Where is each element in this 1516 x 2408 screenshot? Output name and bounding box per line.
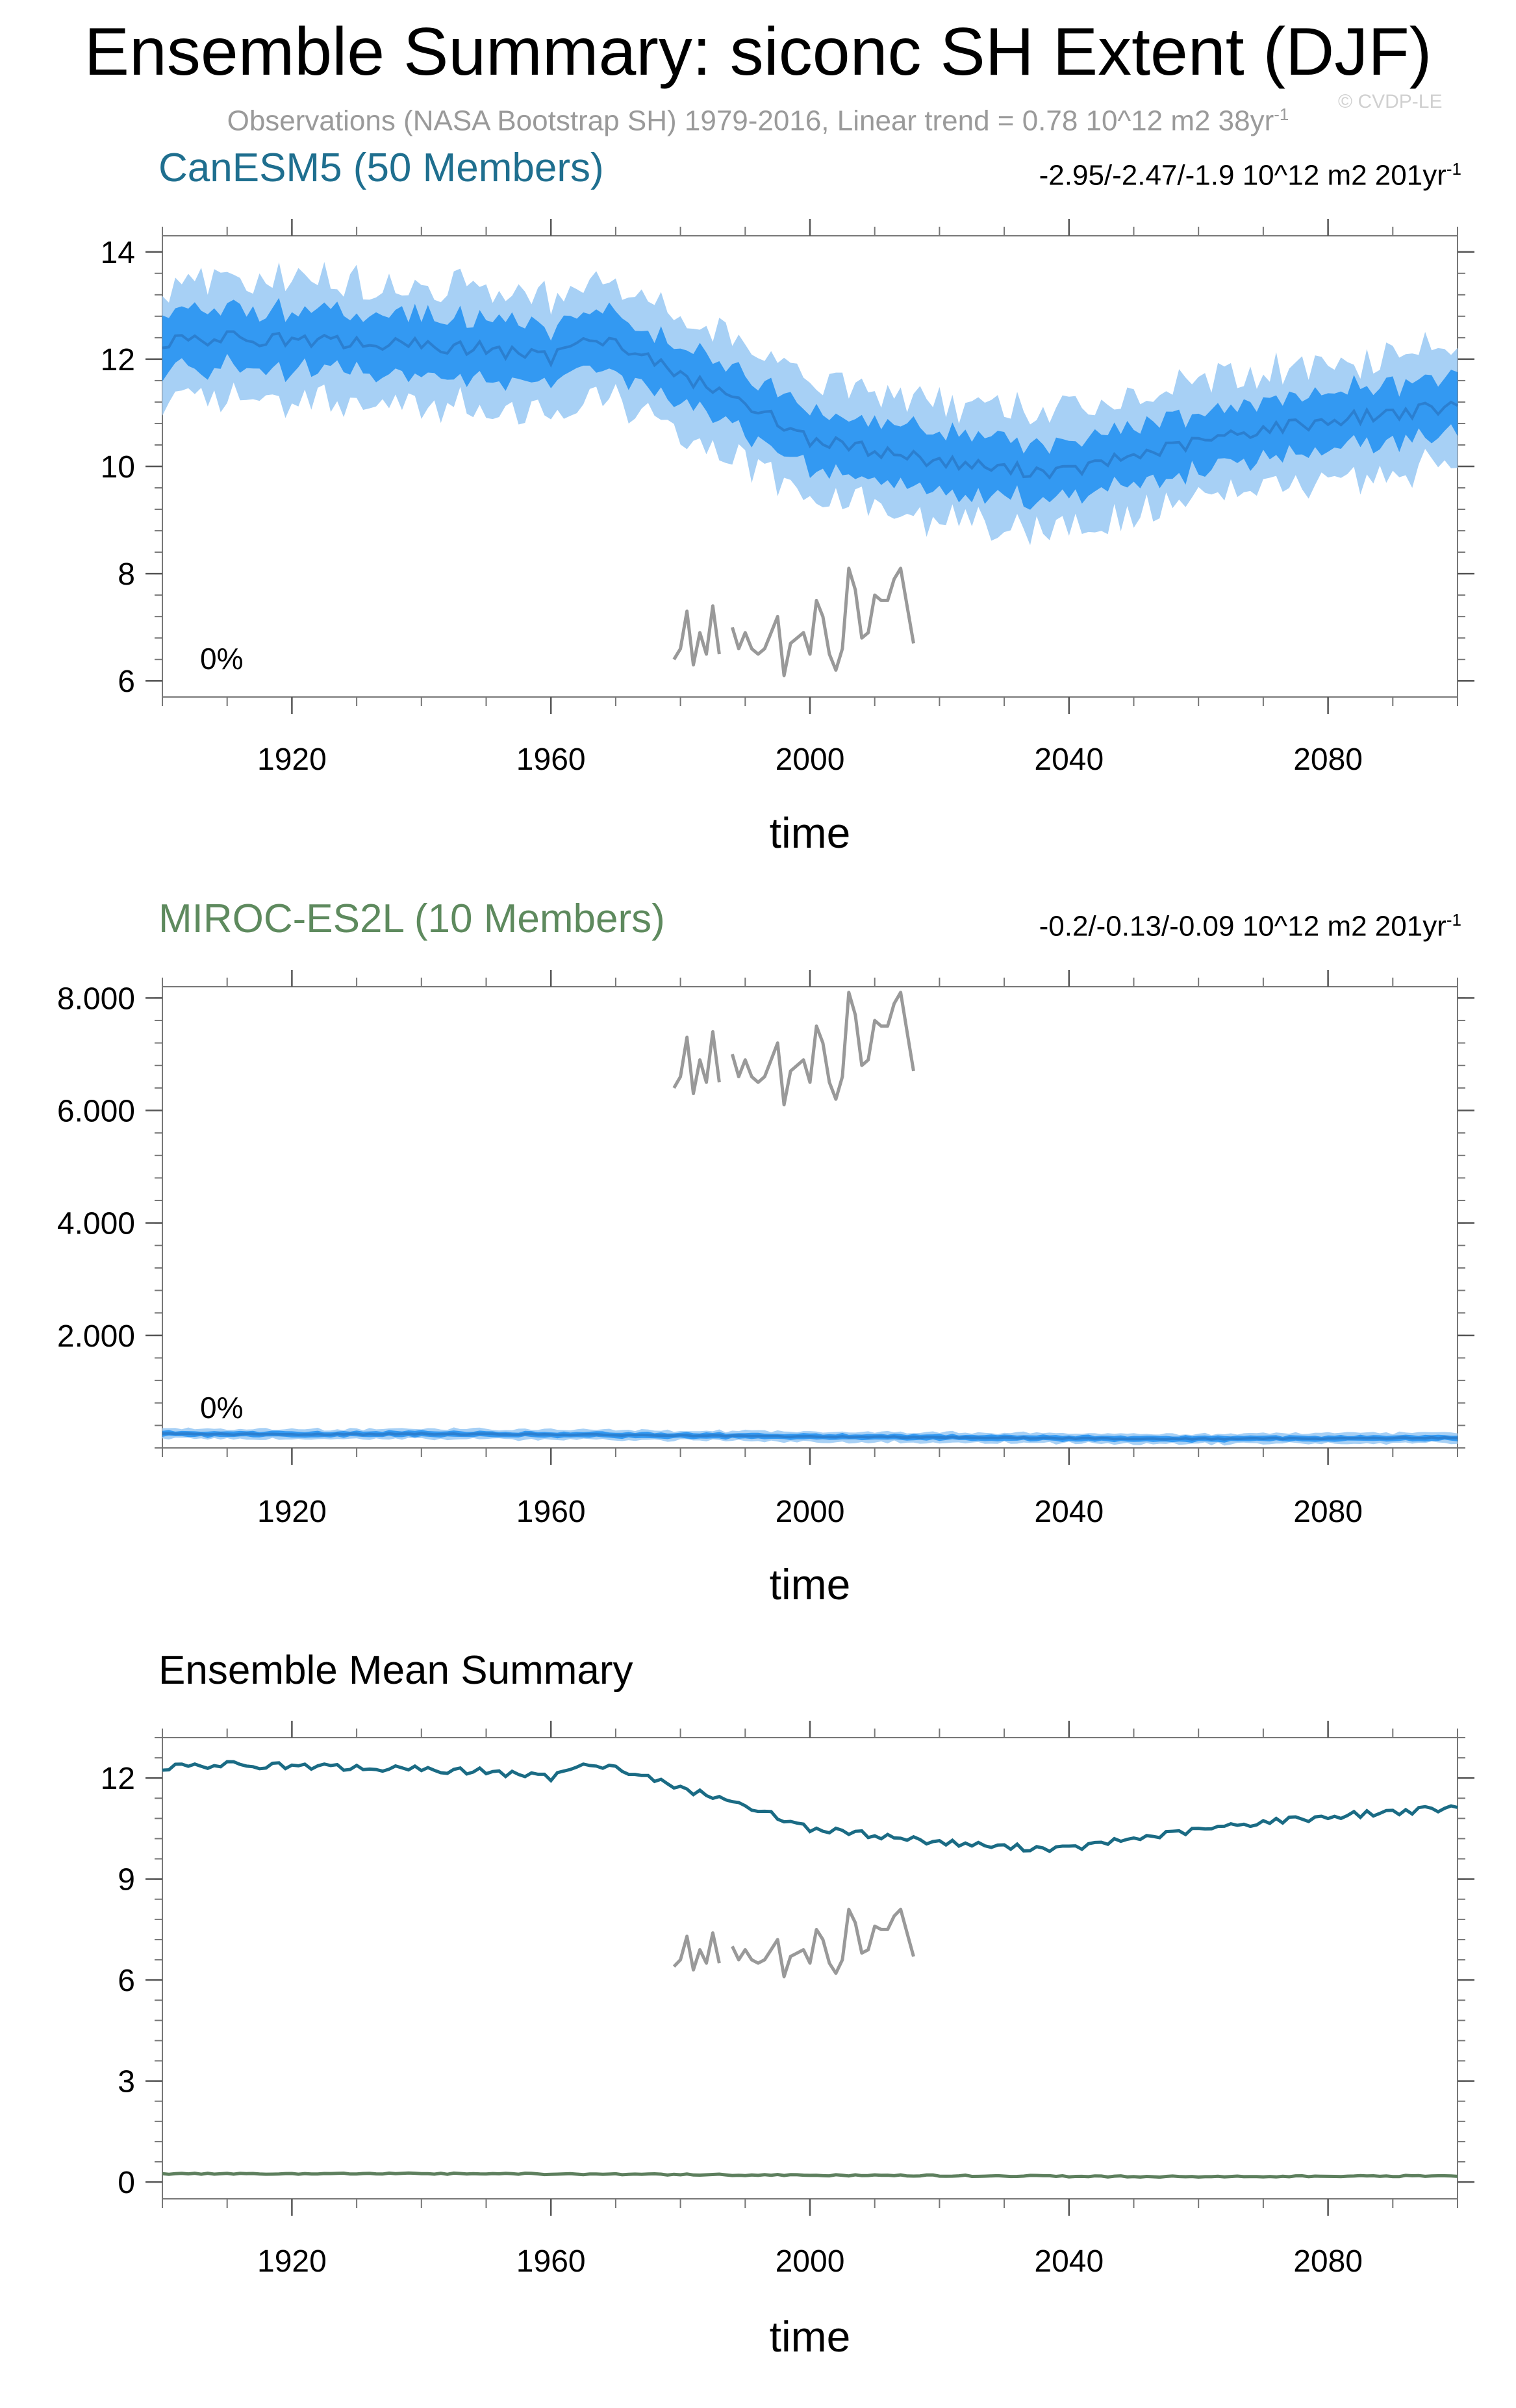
x-tick-label: 2000 bbox=[776, 2244, 845, 2279]
panel-miroc-es2l: 1920 1960 2000 2040 2080 2.000 4.000 6.000 8.000… bbox=[57, 970, 1474, 1608]
y-tick-label: 12 bbox=[101, 343, 135, 377]
ensemble-mean-line bbox=[162, 330, 1458, 480]
y-tick-label: 6 bbox=[118, 1964, 135, 1998]
y-tick-label: 12 bbox=[101, 1762, 135, 1796]
main-title: Ensemble Summary: siconc SH Extent (DJF) bbox=[84, 14, 1432, 90]
y-tick-label: 6 bbox=[118, 665, 135, 699]
y-tick-label: 10 bbox=[101, 450, 135, 485]
y-tick-label: 6.000 bbox=[57, 1094, 135, 1128]
panel-1-title: CanESM5 (50 Members) bbox=[158, 146, 604, 190]
subtitle-text: Observations (NASA Bootstrap SH) 1979-20… bbox=[227, 105, 1274, 137]
panel-2-trend-text: -0.2/-0.13/-0.09 10^12 m2 201yr bbox=[1039, 910, 1447, 943]
panel-2-title: MIROC-ES2L (10 Members) bbox=[158, 896, 665, 941]
y-tick-label: 4.000 bbox=[57, 1207, 135, 1241]
panel-1-trend-text: -2.95/-2.47/-1.9 10^12 m2 201yr bbox=[1039, 159, 1447, 192]
panel-1-trend-sup: -1 bbox=[1446, 159, 1461, 179]
panel-2-trend-sup: -1 bbox=[1446, 910, 1461, 930]
miroc-es2l-mean-line bbox=[162, 2171, 1458, 2179]
x-axis-title: time bbox=[770, 809, 851, 857]
subtitle-superscript: -1 bbox=[1274, 105, 1289, 124]
subtitle: Observations (NASA Bootstrap SH) 1979-20… bbox=[0, 96, 1516, 140]
panel-ensemble-mean-summary: 1920 1960 2000 2040 2080 0 3 6 9 12 time bbox=[101, 1721, 1474, 2361]
observations-line bbox=[672, 1907, 915, 1979]
x-tick-label: 1920 bbox=[257, 742, 327, 777]
canesm5-mean-line bbox=[162, 1760, 1458, 1854]
percent-label: 0% bbox=[200, 642, 243, 676]
x-tick-label: 2000 bbox=[776, 1495, 845, 1529]
x-tick-label: 1920 bbox=[257, 2244, 327, 2279]
y-tick-label: 0 bbox=[118, 2166, 135, 2200]
x-tick-label: 2040 bbox=[1034, 742, 1104, 777]
x-tick-label: 2040 bbox=[1034, 2244, 1104, 2279]
percent-label: 0% bbox=[200, 1391, 243, 1425]
y-tick-label: 8 bbox=[118, 557, 135, 592]
panel-2-trend: -0.2/-0.13/-0.09 10^12 m2 201yr-1 bbox=[1039, 902, 1461, 945]
x-tick-label: 2080 bbox=[1293, 742, 1363, 777]
y-tick-label: 2.000 bbox=[57, 1319, 135, 1354]
x-tick-label: 2040 bbox=[1034, 1495, 1104, 1529]
plot-frame-ensemble-mean-summary bbox=[162, 1737, 1458, 2199]
x-tick-label: 1960 bbox=[516, 1495, 586, 1529]
ensemble-mean-line bbox=[162, 1432, 1458, 1441]
x-axis-title: time bbox=[770, 1560, 851, 1608]
x-tick-label: 1920 bbox=[257, 1495, 327, 1529]
watermark: © CVDP-LE bbox=[1338, 91, 1443, 112]
panel-3-title: Ensemble Mean Summary bbox=[158, 1648, 633, 1693]
plot-frame-miroc-es2l bbox=[162, 986, 1458, 1449]
x-axis-title: time bbox=[770, 2313, 851, 2361]
x-tick-label: 2000 bbox=[776, 742, 845, 777]
x-tick-label: 2080 bbox=[1293, 1495, 1363, 1529]
x-tick-label: 1960 bbox=[516, 2244, 586, 2279]
x-tick-label: 2080 bbox=[1293, 2244, 1363, 2279]
y-tick-label: 14 bbox=[101, 236, 135, 270]
panel-canesm5: 1920 1960 2000 2040 2080 6 8 10 12 14 time 0% bbox=[101, 219, 1474, 857]
observations-line bbox=[672, 566, 915, 678]
observations-line bbox=[672, 991, 915, 1107]
y-tick-label: 9 bbox=[118, 1863, 135, 1897]
x-tick-label: 1960 bbox=[516, 742, 586, 777]
panel-1-trend: -2.95/-2.47/-1.9 10^12 m2 201yr-1 bbox=[1039, 151, 1461, 194]
y-tick-label: 8.000 bbox=[57, 982, 135, 1016]
y-tick-label: 3 bbox=[118, 2065, 135, 2099]
